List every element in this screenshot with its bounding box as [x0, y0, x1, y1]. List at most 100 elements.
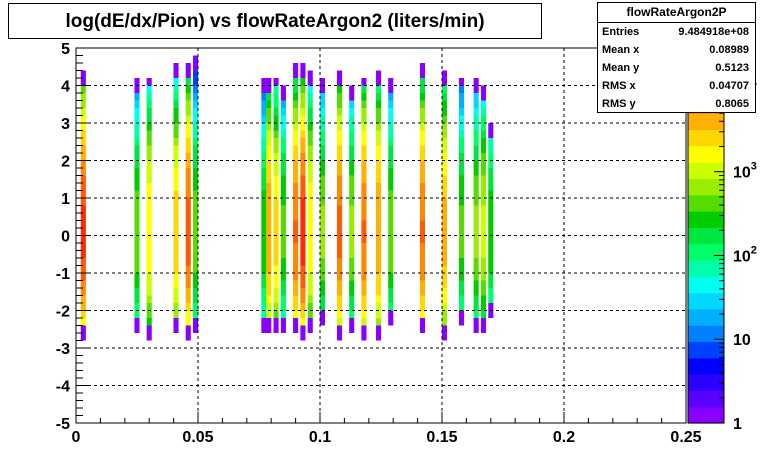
- heatmap-cell: [273, 100, 279, 108]
- stats-row-rms-y: RMS y 0.8065: [598, 95, 755, 113]
- heatmap-cell: [473, 175, 479, 183]
- heatmap-cell: [134, 183, 140, 191]
- heatmap-cell: [134, 220, 140, 228]
- stats-row-mean-y: Mean y 0.5123: [598, 59, 755, 77]
- heatmap-cell: [80, 160, 86, 168]
- heatmap-cell: [173, 288, 179, 296]
- heatmap-cell: [458, 318, 465, 326]
- heatmap-cell: [319, 198, 325, 206]
- heatmap-cell: [185, 235, 191, 243]
- heatmap-cell: [388, 160, 394, 168]
- heatmap-cell: [173, 258, 179, 266]
- heatmap-cell: [307, 85, 313, 93]
- heatmap-cell: [146, 175, 152, 183]
- heatmap-cell: [300, 273, 306, 281]
- heatmap-cell: [361, 250, 367, 258]
- heatmap-cell: [336, 108, 343, 116]
- heatmap-cell: [473, 160, 479, 168]
- heatmap-cell: [361, 93, 367, 101]
- heatmap-cell: [280, 265, 286, 273]
- heatmap-cell: [293, 280, 299, 288]
- heatmap-cell: [134, 190, 140, 198]
- heatmap-cell: [488, 183, 494, 191]
- heatmap-cell: [319, 93, 325, 101]
- heatmap-cell: [134, 235, 140, 243]
- heatmap-cell: [193, 205, 199, 213]
- heatmap-cell: [480, 295, 487, 303]
- heatmap-cell: [173, 235, 179, 243]
- heatmap-cell: [146, 85, 152, 93]
- heatmap-cell: [336, 250, 343, 258]
- heatmap-cell: [488, 130, 494, 138]
- heatmap-cell: [300, 295, 306, 303]
- heatmap-cell: [146, 190, 152, 198]
- heatmap-cell: [419, 243, 426, 251]
- heatmap-cell: [293, 183, 299, 191]
- heatmap-cell: [488, 213, 494, 221]
- heatmap-cell: [319, 273, 325, 281]
- heatmap-cell: [441, 265, 447, 273]
- heatmap-cell: [80, 273, 86, 281]
- heatmap-cell: [193, 78, 199, 86]
- heatmap-cell: [261, 130, 267, 138]
- heatmap-cell: [473, 108, 479, 116]
- heatmap-cell: [441, 190, 447, 198]
- y-tick-label: 2: [61, 154, 70, 171]
- heatmap-cell: [193, 235, 199, 243]
- heatmap-cell: [261, 310, 267, 318]
- heatmap-column: [293, 63, 299, 333]
- heatmap-cell: [293, 130, 299, 138]
- heatmap-cell: [280, 228, 286, 236]
- heatmap-cell: [361, 325, 367, 333]
- heatmap-cell: [458, 168, 465, 176]
- heatmap-cell: [173, 138, 179, 146]
- heatmap-cell: [185, 93, 191, 101]
- heatmap-cell: [336, 100, 343, 108]
- heatmap-cell: [293, 213, 299, 221]
- heatmap-cell: [458, 160, 465, 168]
- heatmap-cell: [480, 85, 487, 93]
- heatmap-cell: [293, 63, 299, 71]
- heatmap-cell: [173, 303, 179, 311]
- heatmap-cell: [488, 288, 494, 296]
- heatmap-cell: [441, 198, 447, 206]
- x-tick-label: 0.05: [182, 429, 213, 446]
- heatmap-cell: [488, 235, 494, 243]
- heatmap-cell: [266, 318, 272, 326]
- heatmap-cell: [319, 100, 325, 108]
- heatmap-cell: [273, 85, 279, 93]
- heatmap-column: [349, 85, 355, 333]
- heatmap-cell: [480, 220, 487, 228]
- heatmap-cell: [185, 250, 191, 258]
- heatmap-cell: [146, 213, 152, 221]
- heatmap-cell: [80, 175, 86, 183]
- heatmap-cell: [388, 175, 394, 183]
- heatmap-cell: [193, 325, 199, 333]
- heatmap-cell: [193, 115, 199, 123]
- heatmap-cell: [488, 205, 494, 213]
- heatmap-cell: [280, 258, 286, 266]
- heatmap-cell: [361, 205, 367, 213]
- heatmap-cell: [280, 325, 286, 333]
- heatmap-cell: [307, 160, 313, 168]
- heatmap-cell: [293, 250, 299, 258]
- heatmap-cell: [376, 220, 382, 228]
- heatmap-cell: [185, 168, 191, 176]
- heatmap-cell: [261, 280, 267, 288]
- heatmap-cell: [193, 108, 199, 116]
- heatmap-cell: [300, 258, 306, 266]
- heatmap-cell: [361, 258, 367, 266]
- heatmap-cell: [319, 108, 325, 116]
- heatmap-cell: [261, 175, 267, 183]
- heatmap-cell: [488, 168, 494, 176]
- heatmap-cell: [441, 318, 447, 326]
- heatmap-cell: [300, 115, 306, 123]
- heatmap-cell: [80, 243, 86, 251]
- heatmap-cell: [266, 273, 272, 281]
- heatmap-cell: [388, 115, 394, 123]
- heatmap-cell: [419, 63, 426, 71]
- palette-swatch: [688, 276, 724, 294]
- heatmap-cell: [376, 100, 382, 108]
- heatmap-cell: [173, 243, 179, 251]
- heatmap-cell: [480, 123, 487, 131]
